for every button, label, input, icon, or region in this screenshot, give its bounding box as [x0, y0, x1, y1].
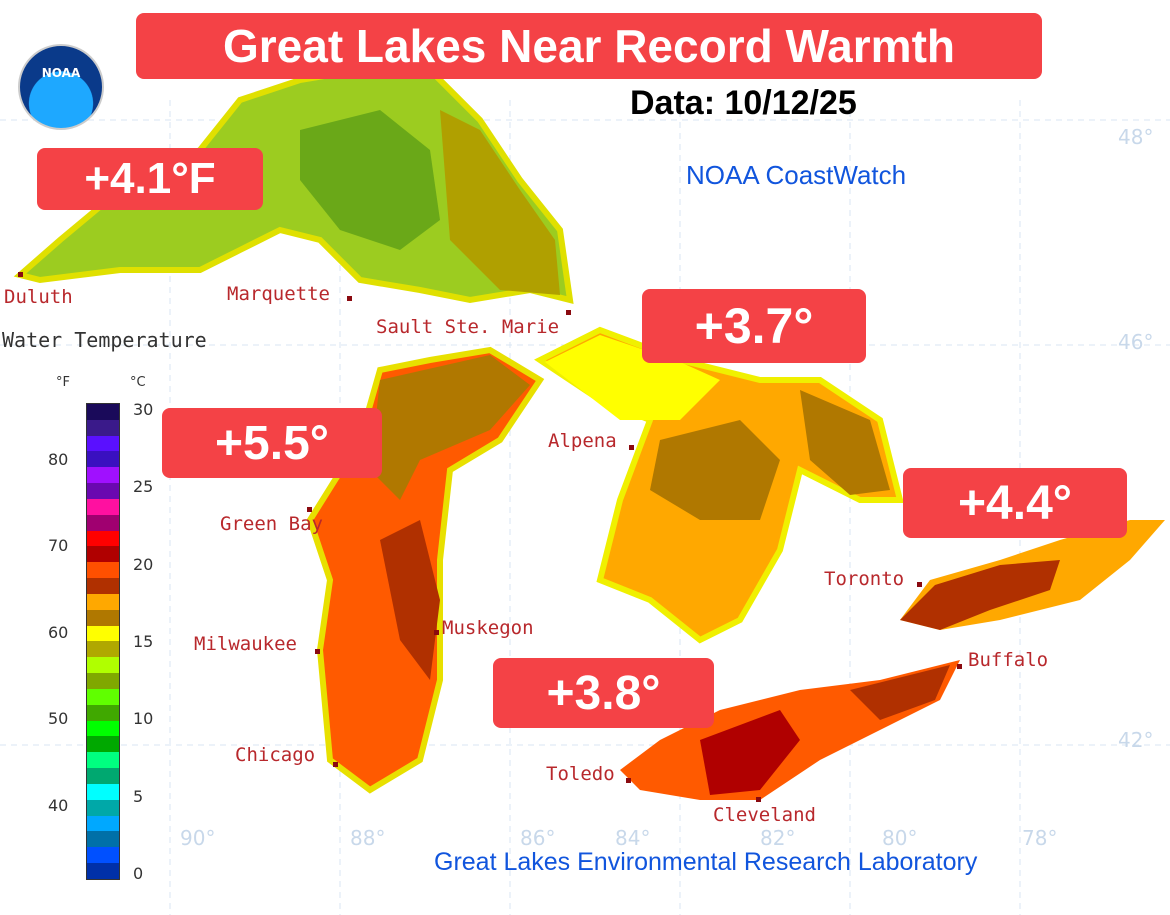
city-green-bay: Green Bay — [220, 513, 323, 535]
c-tick: 20 — [133, 555, 154, 574]
c-tick: 5 — [133, 787, 144, 806]
f-tick: 50 — [48, 709, 69, 728]
color-swatch — [87, 419, 119, 436]
color-swatch — [87, 609, 119, 626]
legend-unit-f: °F — [56, 375, 70, 390]
legend-title: Water Temperature — [2, 328, 207, 352]
lon-label: 84° — [615, 826, 651, 850]
color-swatch — [87, 799, 119, 816]
city-toronto: Toronto — [824, 568, 905, 590]
city-muskegon: Muskegon — [442, 617, 534, 639]
f-tick: 60 — [48, 623, 69, 642]
color-swatch — [87, 863, 119, 879]
anomaly-huron: +3.7° — [642, 289, 866, 363]
color-swatch — [87, 498, 119, 515]
color-swatch — [87, 704, 119, 721]
lat-label: 42° — [1118, 728, 1154, 752]
city-toledo: Toledo — [546, 763, 615, 785]
c-tick: 30 — [133, 400, 154, 419]
color-swatch — [87, 768, 119, 784]
lon-label: 88° — [350, 826, 386, 850]
f-tick: 70 — [48, 536, 69, 555]
legend-unit-c: °C — [130, 375, 146, 390]
color-swatch — [87, 752, 119, 769]
anomaly-ontario: +4.4° — [903, 468, 1127, 538]
color-swatch — [87, 546, 119, 563]
city-chicago: Chicago — [235, 744, 316, 766]
page-title: Great Lakes Near Record Warmth — [136, 13, 1042, 79]
color-swatch — [87, 467, 119, 484]
color-swatch — [87, 783, 119, 800]
color-scale — [86, 403, 120, 880]
lake-superior — [13, 67, 574, 304]
color-swatch — [87, 435, 119, 452]
lat-label: 46° — [1118, 330, 1154, 354]
color-swatch — [87, 514, 119, 531]
color-swatch — [87, 736, 119, 753]
color-swatch — [87, 831, 119, 848]
color-swatch — [87, 720, 119, 737]
color-swatch — [87, 593, 119, 610]
data-date: Data: 10/12/25 — [630, 84, 857, 122]
color-swatch — [87, 530, 119, 547]
color-swatch — [87, 625, 119, 642]
lon-label: 80° — [882, 826, 918, 850]
color-swatch — [87, 847, 119, 864]
noaa-logo: NOAA — [18, 44, 104, 130]
color-swatch — [87, 562, 119, 579]
color-swatch — [87, 657, 119, 674]
city-duluth: Duluth — [4, 286, 73, 308]
c-tick: 10 — [133, 709, 154, 728]
anomaly-michigan: +5.5° — [162, 408, 382, 478]
city-marquette: Marquette — [227, 283, 330, 305]
color-swatch — [87, 688, 119, 705]
color-swatch — [87, 815, 119, 832]
lon-label: 78° — [1022, 826, 1058, 850]
city-buffalo: Buffalo — [968, 649, 1049, 671]
city-alpena: Alpena — [548, 430, 617, 452]
city-cleveland: Cleveland — [713, 804, 816, 826]
anomaly-superior: +4.1°F — [37, 148, 263, 210]
f-tick: 40 — [48, 796, 69, 815]
city-sault-ste-marie: Sault Ste. Marie — [376, 316, 560, 338]
source-glerl: Great Lakes Environmental Research Labor… — [434, 848, 978, 876]
c-tick: 25 — [133, 477, 154, 496]
color-swatch — [87, 578, 119, 594]
lon-label: 82° — [760, 826, 796, 850]
color-swatch — [87, 451, 119, 468]
lon-label: 86° — [520, 826, 556, 850]
c-tick: 15 — [133, 632, 154, 651]
lat-label: 48° — [1118, 125, 1154, 149]
color-swatch — [87, 404, 119, 420]
source-coastwatch: NOAA CoastWatch — [686, 160, 907, 190]
c-tick: 0 — [133, 864, 144, 883]
city-milwaukee: Milwaukee — [194, 633, 297, 655]
color-swatch — [87, 483, 119, 499]
lon-label: 90° — [180, 826, 216, 850]
noaa-logo-text: NOAA — [41, 66, 81, 80]
color-swatch — [87, 673, 119, 689]
f-tick: 80 — [48, 450, 69, 469]
anomaly-erie: +3.8° — [493, 658, 714, 728]
color-swatch — [87, 641, 119, 658]
